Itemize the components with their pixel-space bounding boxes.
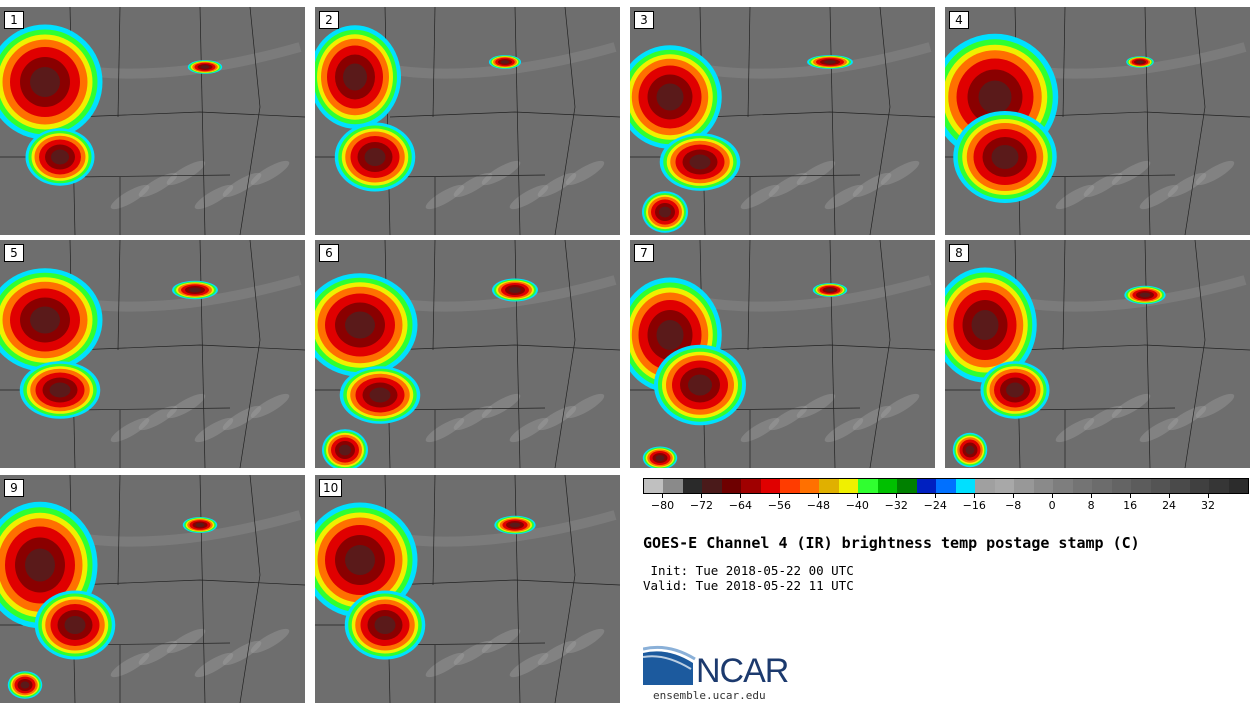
colorbar-segment bbox=[682, 479, 703, 493]
colorbar-tick-label: 32 bbox=[1201, 499, 1216, 512]
colorbar-tick-label: 0 bbox=[1048, 499, 1056, 512]
panel-number: 1 bbox=[4, 11, 24, 29]
postage-stamp-panel-5: 5 bbox=[0, 240, 305, 468]
colorbar-tick-label: −48 bbox=[806, 499, 830, 512]
colorbar-segment bbox=[858, 479, 878, 493]
colorbar-tick bbox=[974, 494, 976, 498]
colorbar-tick bbox=[818, 494, 820, 498]
colorbar-segment bbox=[1111, 479, 1132, 493]
colorbar-segment bbox=[819, 479, 839, 493]
colorbar-segment bbox=[721, 479, 742, 493]
colorbar-segment bbox=[1092, 479, 1112, 493]
postage-stamp-panel-6: 6 bbox=[315, 240, 620, 468]
postage-stamp-panel-1: 1 bbox=[0, 7, 305, 235]
colorbar-segment bbox=[1033, 479, 1054, 493]
colorbar-segment bbox=[975, 479, 995, 493]
colorbar-segment bbox=[936, 479, 956, 493]
colorbar-segment bbox=[1053, 479, 1073, 493]
satellite-map bbox=[945, 240, 1250, 468]
colorbar-tick-label: −16 bbox=[962, 499, 986, 512]
satellite-map bbox=[630, 7, 935, 235]
panel-number: 10 bbox=[319, 479, 343, 497]
colorbar-tick-label: 8 bbox=[1087, 499, 1095, 512]
colorbar-segment bbox=[760, 479, 781, 493]
colorbar-tick bbox=[1130, 494, 1132, 498]
postage-stamp-panel-10: 10 bbox=[315, 475, 620, 703]
postage-stamp-panel-7: 7 bbox=[630, 240, 935, 468]
colorbar-segment bbox=[1072, 479, 1093, 493]
colorbar-tick-label: 24 bbox=[1162, 499, 1177, 512]
satellite-map bbox=[315, 240, 620, 468]
colorbar-segment bbox=[1131, 479, 1151, 493]
colorbar-tick bbox=[1052, 494, 1054, 498]
satellite-map bbox=[0, 240, 305, 468]
colorbar-segment bbox=[780, 479, 800, 493]
postage-stamp-panel-3: 3 bbox=[630, 7, 935, 235]
satellite-map bbox=[315, 475, 620, 703]
colorbar bbox=[643, 478, 1249, 494]
colorbar-segment bbox=[1189, 479, 1210, 493]
colorbar-segment bbox=[838, 479, 859, 493]
postage-stamp-panel-2: 2 bbox=[315, 7, 620, 235]
panel-number: 9 bbox=[4, 479, 24, 497]
colorbar-tick bbox=[662, 494, 664, 498]
colorbar-segment bbox=[1014, 479, 1034, 493]
colorbar-segment bbox=[994, 479, 1015, 493]
valid-time: Valid: Tue 2018-05-22 11 UTC bbox=[643, 578, 854, 593]
colorbar-segment bbox=[741, 479, 761, 493]
colorbar-tick-label: −40 bbox=[845, 499, 869, 512]
panel-number: 2 bbox=[319, 11, 339, 29]
plot-title: GOES-E Channel 4 (IR) brightness temp po… bbox=[643, 534, 1140, 552]
colorbar-tick-label: −8 bbox=[1005, 499, 1022, 512]
colorbar-ticks: −80 −72 −64 −56 −48 −40 −32 −24 −16 −8 0 8 16 24 32 bbox=[643, 494, 1247, 514]
panel-number: 6 bbox=[319, 244, 339, 262]
postage-stamp-panel-4: 4 bbox=[945, 7, 1250, 235]
colorbar-segment bbox=[644, 479, 664, 493]
colorbar-tick bbox=[935, 494, 937, 498]
panel-number: 7 bbox=[634, 244, 654, 262]
logo-text: NCAR bbox=[696, 652, 789, 690]
site-url: ensemble.ucar.edu bbox=[653, 689, 766, 702]
colorbar-tick bbox=[701, 494, 703, 498]
satellite-map bbox=[0, 475, 305, 703]
colorbar-tick bbox=[1169, 494, 1171, 498]
colorbar-segment bbox=[1170, 479, 1190, 493]
panel-number: 3 bbox=[634, 11, 654, 29]
colorbar-tick-label: 16 bbox=[1123, 499, 1138, 512]
colorbar-tick-label: −80 bbox=[650, 499, 675, 512]
colorbar-tick-label: −24 bbox=[923, 499, 947, 512]
colorbar-tick bbox=[1013, 494, 1015, 498]
colorbar-segment bbox=[799, 479, 820, 493]
satellite-map bbox=[315, 7, 620, 235]
panel-number: 4 bbox=[949, 11, 969, 29]
postage-stamp-panel-8: 8 bbox=[945, 240, 1250, 468]
satellite-map bbox=[945, 7, 1250, 235]
colorbar-tick bbox=[779, 494, 781, 498]
colorbar-segment bbox=[897, 479, 917, 493]
colorbar-tick bbox=[1208, 494, 1210, 498]
colorbar-segment bbox=[1209, 479, 1229, 493]
satellite-map bbox=[0, 7, 305, 235]
colorbar-tick bbox=[1091, 494, 1093, 498]
colorbar-tick-label: −56 bbox=[767, 499, 791, 512]
panel-number: 8 bbox=[949, 244, 969, 262]
colorbar-segment bbox=[955, 479, 976, 493]
colorbar-tick bbox=[896, 494, 898, 498]
colorbar-tick-label: −72 bbox=[689, 499, 714, 512]
init-time: Init: Tue 2018-05-22 00 UTC bbox=[643, 563, 854, 578]
colorbar-tick-label: −64 bbox=[728, 499, 753, 512]
postage-stamp-panel-9: 9 bbox=[0, 475, 305, 703]
colorbar-segment bbox=[1150, 479, 1171, 493]
satellite-map bbox=[630, 240, 935, 468]
colorbar-segment bbox=[702, 479, 722, 493]
colorbar-segment bbox=[1228, 479, 1249, 493]
panel-number: 5 bbox=[4, 244, 24, 262]
colorbar-segment bbox=[916, 479, 937, 493]
colorbar-tick-label: −32 bbox=[884, 499, 908, 512]
colorbar-segment bbox=[663, 479, 683, 493]
ncar-logo-icon bbox=[643, 645, 696, 685]
colorbar-tick bbox=[740, 494, 742, 498]
colorbar-tick bbox=[857, 494, 859, 498]
colorbar-segment bbox=[877, 479, 898, 493]
